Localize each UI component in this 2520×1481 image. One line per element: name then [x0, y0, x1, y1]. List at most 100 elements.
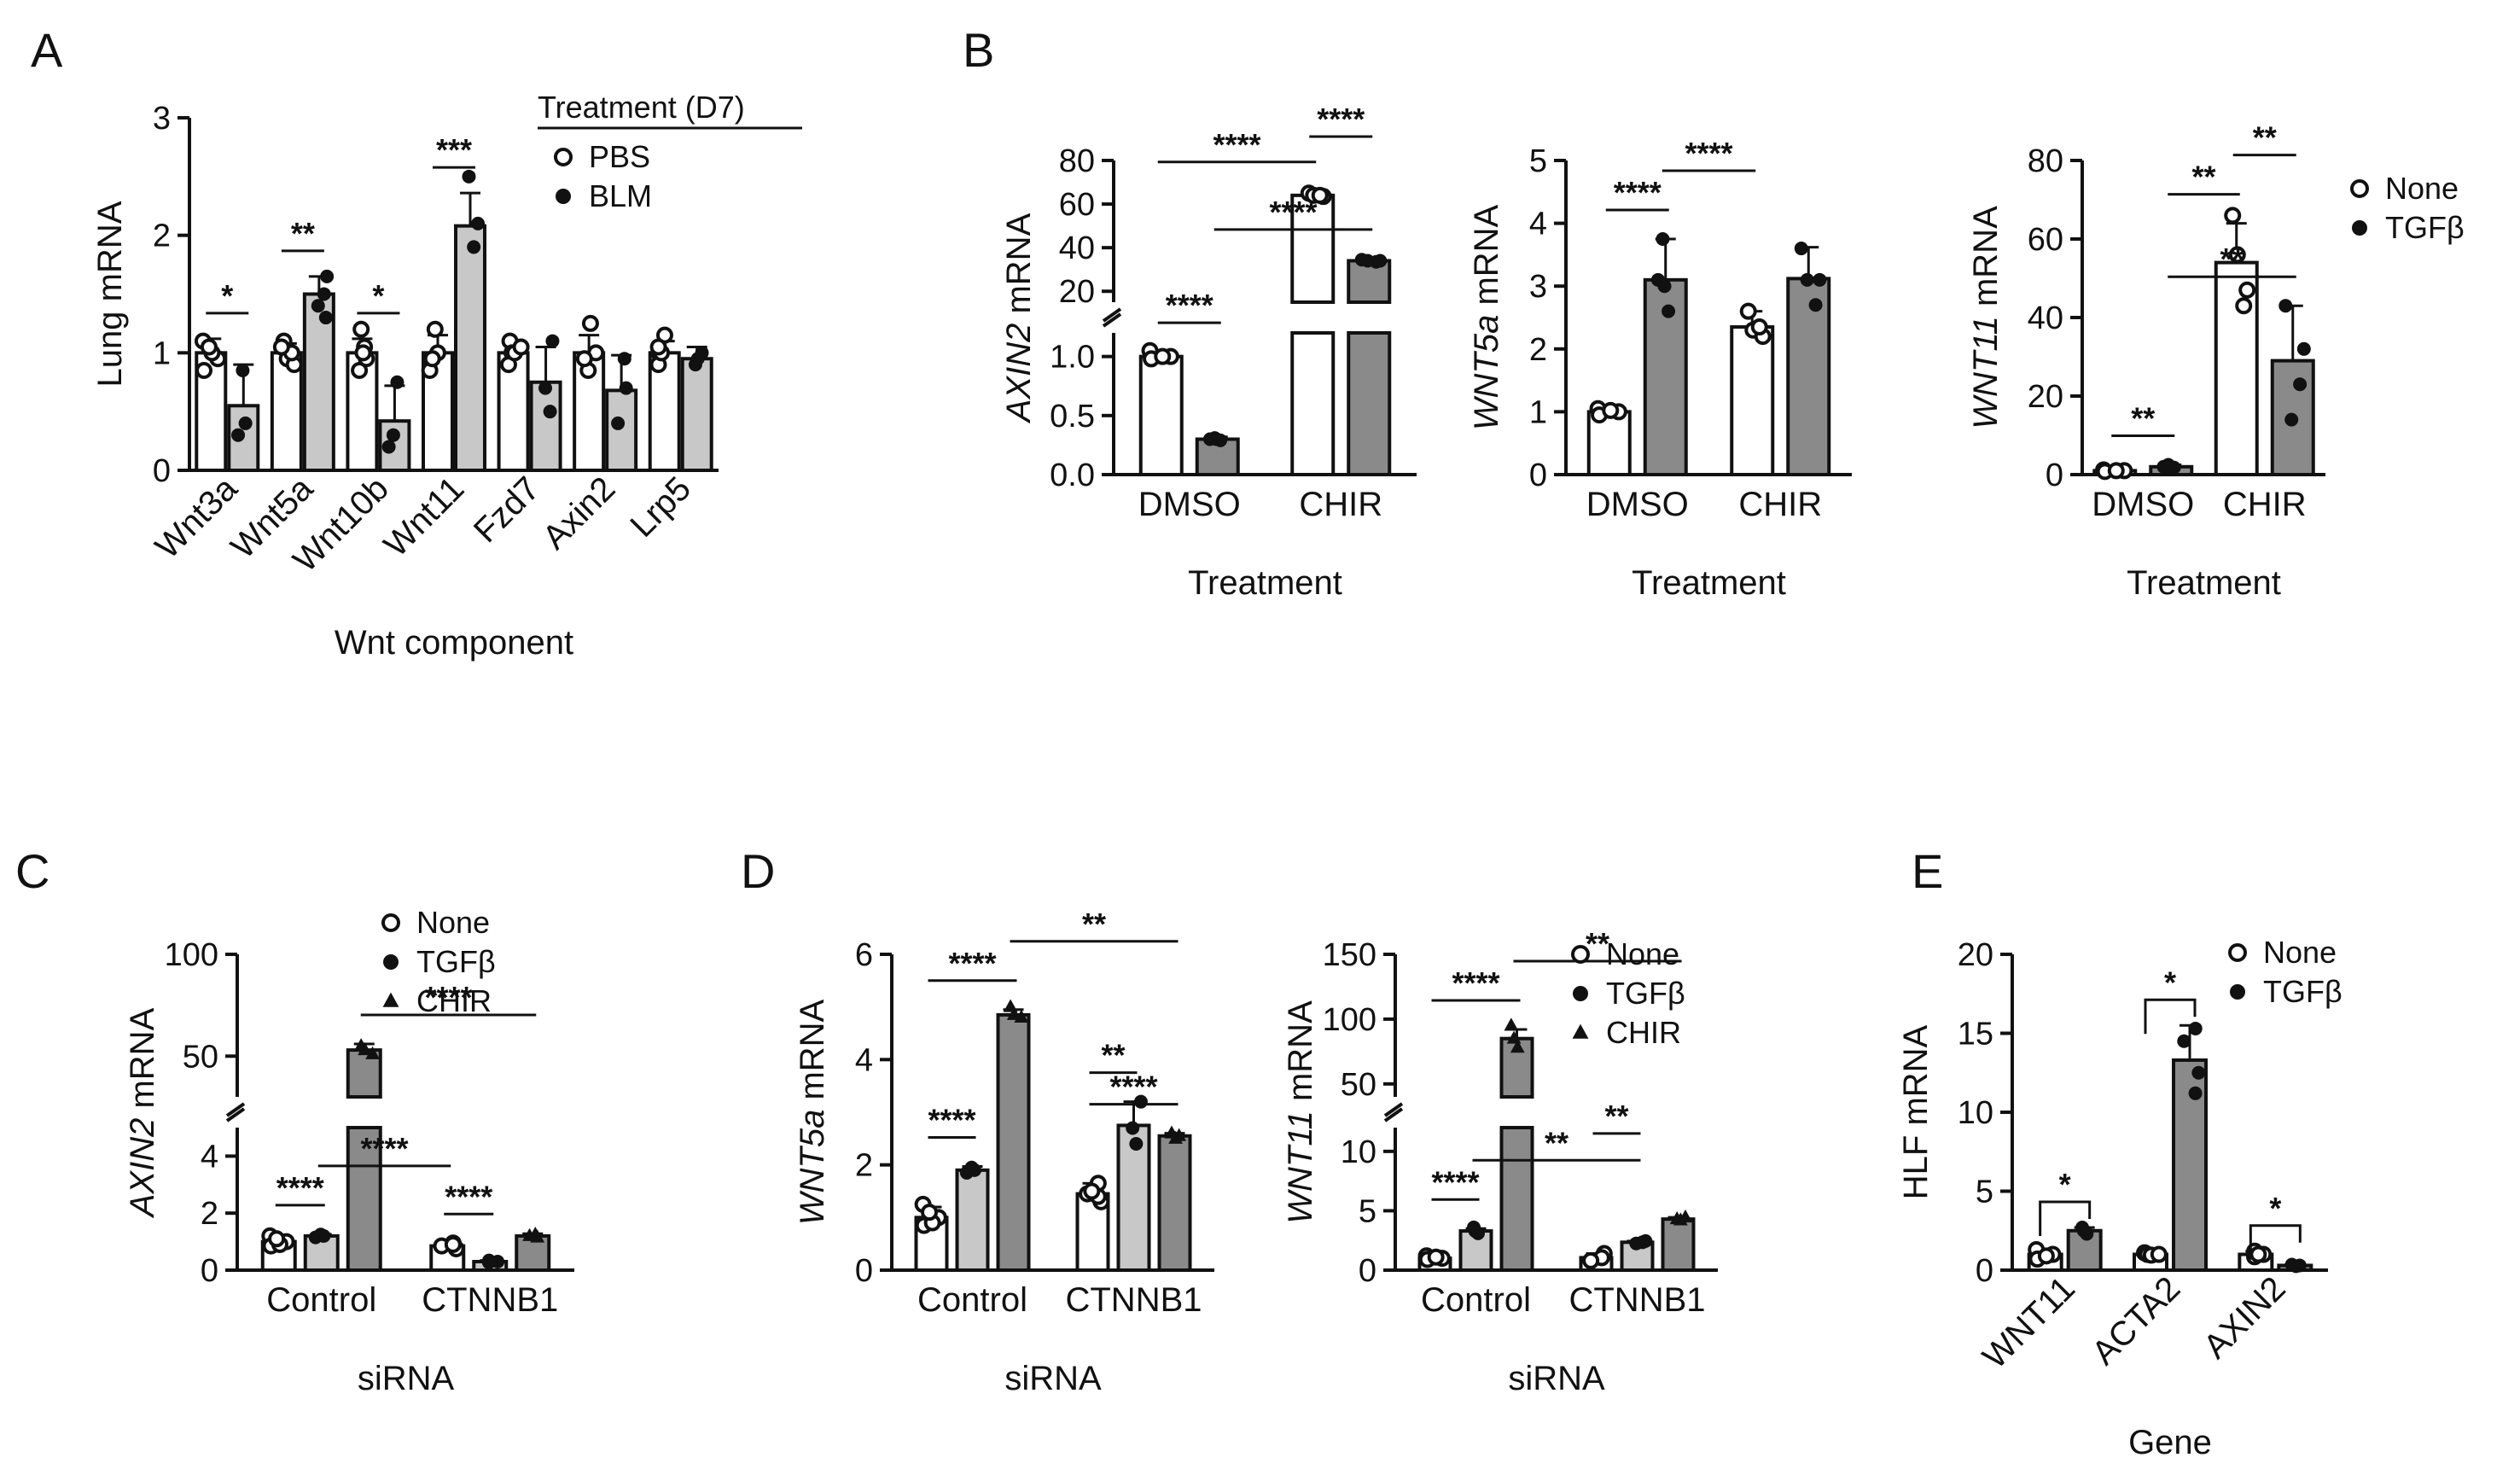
y-tick-label: 5: [1359, 1193, 1376, 1229]
y-tick-label: 40: [1059, 230, 1095, 266]
significance-bracket: [2039, 1200, 2092, 1237]
y-tick-label: 0: [1529, 458, 1547, 493]
legend-entry: TGFβ: [2385, 210, 2465, 245]
legend-title: Treatment (D7): [538, 90, 745, 125]
y-axis-label-gene: WNT11: [1282, 1111, 1319, 1224]
y-tick-label: 50: [183, 1039, 218, 1075]
data-point: [1213, 433, 1228, 447]
data-point: [1360, 254, 1375, 268]
legend-marker: [381, 913, 400, 932]
legend-marker: [556, 189, 571, 204]
data-point: [320, 269, 335, 283]
x-axis-label: Treatment: [1632, 564, 1786, 602]
data-point: [920, 1204, 938, 1222]
legend-marker: [1573, 986, 1588, 1001]
data-point: [238, 416, 253, 430]
significance-label: *: [2059, 1167, 2071, 1202]
y-tick-label: 20: [1958, 937, 1993, 973]
legend-entry: BLM: [589, 178, 652, 213]
bar: [1290, 331, 1336, 476]
y-tick-label: 40: [2028, 300, 2063, 336]
y-axis-label: WNT5a mRNA: [1468, 204, 1505, 430]
data-point: [352, 320, 370, 338]
significance-label: **: [2191, 160, 2215, 195]
data-point: [2224, 207, 2242, 224]
data-point: [2156, 459, 2171, 474]
legend-entry: TGFβ: [2263, 974, 2342, 1009]
legend-marker: [554, 148, 573, 166]
x-axis-label: Wnt component: [335, 624, 573, 662]
data-point: [2284, 412, 2299, 427]
legend-marker: [2230, 984, 2245, 1000]
legend-marker: [1572, 1023, 1589, 1039]
data-point: [2235, 297, 2253, 315]
bar: [346, 1126, 382, 1272]
data-point: [231, 428, 246, 442]
legend-entry: None: [1606, 936, 1679, 971]
data-point: [2177, 1034, 2191, 1048]
bar: [529, 380, 562, 472]
data-point: [1794, 242, 1808, 256]
y-tick-label: 4: [855, 1042, 873, 1078]
y-axis-label: WNT5a mRNA: [794, 999, 831, 1225]
legend-entry: CHIR: [416, 983, 492, 1018]
significance-bracket: [2144, 998, 2197, 1035]
significance-label: ***: [436, 132, 472, 167]
y-axis-label-unit: mRNA: [1282, 1000, 1319, 1111]
legend-entry: None: [2263, 935, 2337, 970]
legend-entry: PBS: [589, 139, 650, 174]
data-point: [1504, 1017, 1519, 1031]
y-tick-label: 2: [153, 219, 171, 254]
y-tick-label: 4: [1529, 207, 1547, 242]
y-axis-label: AXIN2 mRNA: [1000, 213, 1038, 423]
y-axis-label-unit: mRNA: [1000, 213, 1038, 323]
significance-label: ****: [1452, 965, 1499, 1000]
data-point: [1427, 1248, 1445, 1266]
data-point: [2278, 299, 2293, 313]
panel-label: A: [31, 23, 63, 77]
y-tick-label: 100: [1323, 1002, 1376, 1038]
bar: [1499, 1126, 1534, 1272]
bar: [605, 388, 638, 472]
y-tick-label: 0: [2046, 458, 2063, 493]
y-tick-label: 1: [1529, 394, 1547, 430]
y-axis-label-unit: mRNA: [124, 1007, 161, 1117]
legend-marker: [383, 954, 399, 970]
data-point: [2107, 462, 2125, 480]
data-point: [1673, 1212, 1688, 1226]
significance-label: **: [1604, 1099, 1628, 1134]
y-axis-label: WNT11 mRNA: [1967, 206, 2005, 429]
legend-marker: [382, 992, 399, 1007]
y-tick-label: 80: [2028, 143, 2063, 179]
axis-break-mark: [1102, 307, 1122, 323]
x-tick-label: Lrp5: [623, 469, 698, 545]
y-axis-label-gene: WNT5a: [1468, 315, 1505, 431]
chart-B3: 0 20 40 60 80 WNT11 mRNA DMSO CHIR Treatment ** **…: [1967, 120, 2465, 602]
data-point: [688, 358, 702, 372]
x-tick-label: CHIR: [1299, 486, 1382, 523]
x-axis-label: siRNA: [1004, 1360, 1102, 1397]
data-point: [575, 350, 593, 368]
data-point: [581, 314, 599, 332]
y-tick-label: 5: [1529, 143, 1547, 179]
data-point: [545, 334, 560, 348]
y-axis-label-unit: mRNA: [794, 999, 831, 1109]
y-tick-label: 1.0: [1050, 340, 1095, 376]
data-point: [423, 350, 441, 368]
data-point: [1602, 401, 1620, 419]
bar: [1138, 354, 1184, 476]
axis-break-mark: [1383, 1107, 1404, 1122]
x-tick-label: DMSO: [2092, 486, 2194, 523]
bar: [1157, 1134, 1192, 1272]
significance-label: ****: [445, 1179, 492, 1214]
legend-marker: [2350, 179, 2369, 198]
legend: None TGFβ CHIR: [381, 905, 496, 1018]
chart-B2: 0 1 2 3 4 5 WNT5a mRNA DMSO CHIR Treatment **** ***…: [1468, 136, 1852, 602]
data-point: [2296, 341, 2311, 356]
y-tick-label: 0: [153, 453, 171, 489]
y-tick-label: 0: [1359, 1253, 1376, 1289]
data-point: [462, 169, 476, 184]
bar: [1730, 325, 1775, 477]
significance-label: **: [1545, 1125, 1568, 1160]
